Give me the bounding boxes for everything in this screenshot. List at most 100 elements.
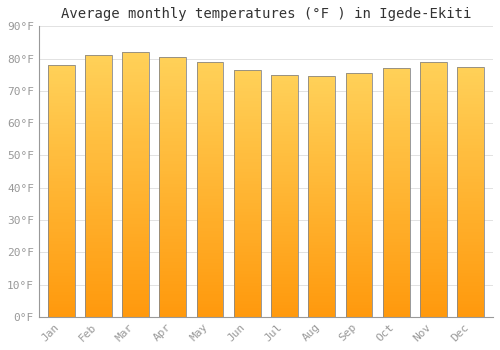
Bar — [420, 247, 447, 250]
Bar — [383, 90, 409, 93]
Bar — [234, 209, 260, 212]
Bar — [346, 259, 372, 262]
Bar — [420, 212, 447, 215]
Bar — [271, 232, 298, 235]
Bar — [383, 252, 409, 255]
Bar — [458, 304, 484, 307]
Bar — [48, 188, 74, 191]
Bar — [48, 93, 74, 97]
Bar — [48, 134, 74, 138]
Bar — [420, 135, 447, 138]
Bar — [122, 184, 149, 188]
Bar — [160, 200, 186, 203]
Bar — [160, 122, 186, 125]
Bar — [122, 257, 149, 260]
Bar — [196, 81, 224, 84]
Bar — [458, 89, 484, 92]
Bar — [196, 279, 224, 282]
Bar — [308, 266, 335, 269]
Bar — [196, 259, 224, 262]
Bar — [271, 262, 298, 265]
Bar — [383, 131, 409, 133]
Bar — [196, 272, 224, 275]
Bar — [420, 301, 447, 304]
Bar — [346, 198, 372, 201]
Bar — [458, 273, 484, 276]
Bar — [346, 140, 372, 143]
Bar — [85, 140, 112, 143]
Bar — [196, 132, 224, 135]
Bar — [383, 304, 409, 308]
Bar — [122, 72, 149, 75]
Bar — [271, 150, 298, 153]
Bar — [458, 198, 484, 201]
Bar — [383, 99, 409, 103]
Bar — [85, 258, 112, 261]
Bar — [196, 91, 224, 94]
Bar — [271, 177, 298, 181]
Bar — [234, 138, 260, 141]
Bar — [420, 240, 447, 244]
Bar — [48, 81, 74, 84]
Bar — [234, 255, 260, 258]
Bar — [48, 116, 74, 119]
Bar — [234, 184, 260, 187]
Bar — [458, 104, 484, 107]
Bar — [458, 192, 484, 195]
Bar — [85, 196, 112, 199]
Bar — [234, 101, 260, 104]
Bar — [383, 224, 409, 227]
Bar — [458, 157, 484, 160]
Bar — [458, 295, 484, 298]
Bar — [234, 301, 260, 304]
Bar — [383, 227, 409, 230]
Bar — [308, 269, 335, 272]
Bar — [85, 271, 112, 274]
Bar — [271, 138, 298, 141]
Bar — [420, 285, 447, 288]
Bar — [458, 151, 484, 154]
Bar — [346, 311, 372, 314]
Bar — [122, 112, 149, 115]
Bar — [271, 274, 298, 278]
Bar — [48, 97, 74, 100]
Bar — [234, 224, 260, 227]
Bar — [122, 75, 149, 78]
Bar — [271, 217, 298, 220]
Bar — [383, 118, 409, 121]
Bar — [420, 91, 447, 94]
Bar — [122, 251, 149, 254]
Bar — [383, 180, 409, 183]
Bar — [48, 235, 74, 238]
Bar — [458, 132, 484, 135]
Bar — [308, 182, 335, 184]
Bar — [85, 297, 112, 300]
Bar — [271, 168, 298, 172]
Bar — [85, 265, 112, 268]
Bar — [458, 298, 484, 301]
Bar — [420, 196, 447, 199]
Bar — [48, 100, 74, 103]
Bar — [308, 76, 335, 317]
Bar — [196, 301, 224, 304]
Bar — [160, 310, 186, 314]
Bar — [196, 237, 224, 240]
Bar — [383, 255, 409, 258]
Bar — [420, 62, 447, 65]
Bar — [383, 78, 409, 80]
Bar — [383, 168, 409, 171]
Bar — [383, 133, 409, 136]
Bar — [122, 95, 149, 98]
Bar — [234, 144, 260, 147]
Bar — [234, 304, 260, 308]
Bar — [458, 154, 484, 157]
Bar — [48, 301, 74, 304]
Bar — [234, 110, 260, 113]
Bar — [420, 310, 447, 314]
Bar — [458, 139, 484, 142]
Bar — [383, 121, 409, 124]
Bar — [196, 154, 224, 158]
Bar — [271, 114, 298, 117]
Bar — [271, 141, 298, 144]
Bar — [383, 106, 409, 108]
